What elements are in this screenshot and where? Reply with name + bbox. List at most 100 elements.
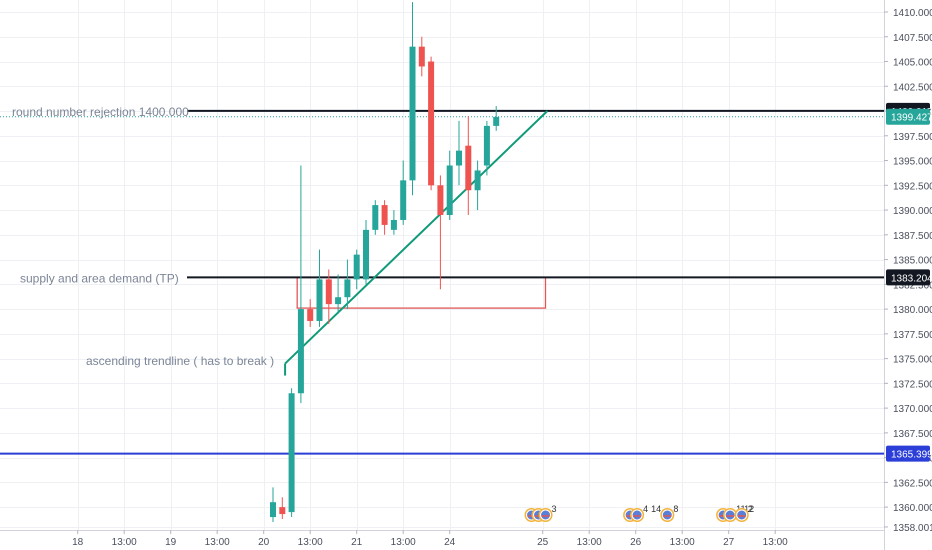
candle-bullish[interactable] xyxy=(297,165,304,404)
time-tick-label: 27 xyxy=(723,537,735,548)
candle-bullish[interactable] xyxy=(493,106,500,131)
event-flag-inner xyxy=(661,509,673,521)
candle-body xyxy=(428,61,435,186)
candle-bullish[interactable] xyxy=(316,249,323,327)
price-tick-label: 1387.500 xyxy=(893,231,932,242)
candle-body xyxy=(353,254,360,280)
price-tick-label: 1410.000 xyxy=(893,8,932,19)
candle-bullish[interactable] xyxy=(483,120,490,176)
trendline-segment[interactable] xyxy=(284,110,549,365)
candle-bullish[interactable] xyxy=(363,219,369,285)
candle-body xyxy=(307,309,314,321)
price-tag-box xyxy=(886,445,930,462)
candle-bullish[interactable] xyxy=(288,388,295,518)
price-tick-label: 1358.001 xyxy=(893,523,932,534)
event-count-2: 12 xyxy=(744,504,754,514)
candle-body xyxy=(456,150,462,166)
candle-bullish[interactable] xyxy=(409,2,416,196)
price-tick-label: 1407.500 xyxy=(893,33,932,44)
time-axis-background xyxy=(0,530,884,550)
event-flag-inner xyxy=(724,509,736,521)
candle-bullish[interactable] xyxy=(446,150,453,220)
time-axis[interactable]: 18 13:00 19 13:00 20 13:00 21 13:00 24 25 13:00 26 1… xyxy=(0,530,884,550)
candle-bullish[interactable] xyxy=(474,160,481,211)
candle-bearish[interactable] xyxy=(418,36,425,77)
candle-bearish[interactable] xyxy=(428,56,435,191)
price-tick-label: 1390.000 xyxy=(893,206,932,217)
time-tick-label: 13:00 xyxy=(391,537,416,548)
candle-bullish[interactable] xyxy=(390,210,397,235)
price-tick-label: 1405.000 xyxy=(893,58,932,69)
price-axis[interactable]: 1410.0001407.5001405.0001402.5001400.000… xyxy=(884,0,932,550)
economic-event-marker[interactable]: 3 xyxy=(524,504,557,522)
price-tick-label: 1362.500 xyxy=(893,478,932,489)
economic-event-marker[interactable]: 8 xyxy=(660,504,678,522)
candle-bullish[interactable] xyxy=(400,160,407,225)
candle-bearish[interactable] xyxy=(437,175,444,290)
candle-body xyxy=(409,46,416,181)
price-tick-label: 1370.000 xyxy=(893,404,932,415)
price-tick-label: 1395.000 xyxy=(893,157,932,168)
economic-events[interactable]: 3 414 8 11122 xyxy=(524,504,755,522)
event-flag-inner xyxy=(736,509,748,521)
time-tick-label: 13:00 xyxy=(670,537,695,548)
candle-bullish[interactable] xyxy=(270,487,276,522)
candle-body xyxy=(483,125,490,166)
candle-bearish[interactable] xyxy=(279,497,286,520)
candle-body xyxy=(344,279,351,298)
candle-body xyxy=(474,170,481,191)
candle-bullish[interactable] xyxy=(353,249,360,290)
economic-event-marker[interactable]: 1112 xyxy=(716,504,754,522)
price-tick-label: 1380.000 xyxy=(893,305,932,316)
time-tick-label: 13:00 xyxy=(205,537,230,548)
annotation-round-number: round number rejection 1400.000 xyxy=(12,105,189,119)
time-tick-label: 26 xyxy=(630,537,642,548)
candle-body xyxy=(279,507,286,515)
price-tag-1383[interactable]: 1383.204 xyxy=(886,269,932,286)
candle-body xyxy=(381,205,388,225)
candle-bearish[interactable] xyxy=(381,200,388,235)
event-count-2: 14 xyxy=(651,504,661,514)
economic-event-marker[interactable]: 4 14 xyxy=(623,504,661,522)
supply-demand-zone xyxy=(296,276,547,309)
candle-bullish[interactable] xyxy=(456,120,462,186)
candle-bullish[interactable] xyxy=(344,259,351,310)
price-tick-label: 1377.500 xyxy=(893,330,932,341)
event-count: 8 xyxy=(673,504,678,514)
candle-bullish[interactable] xyxy=(335,274,342,315)
time-tick-label: 13:00 xyxy=(298,537,323,548)
candle-bullish[interactable] xyxy=(372,200,379,235)
price-tag-1365[interactable]: 1365.399 xyxy=(886,445,932,462)
demand-zone-rectangle[interactable] xyxy=(296,276,547,309)
candle-body xyxy=(390,219,397,230)
economic-event-marker[interactable]: 2 xyxy=(734,504,753,522)
candle-bearish[interactable] xyxy=(307,299,314,327)
candle-body xyxy=(325,279,332,305)
candle-body xyxy=(372,205,379,230)
candle-body xyxy=(493,116,500,126)
candle-bearish[interactable] xyxy=(325,269,332,324)
event-count: 3 xyxy=(552,504,557,514)
price-tick-label: 1360.000 xyxy=(893,503,932,514)
price-tag-label: 1399.427 xyxy=(891,113,932,124)
price-tick-label: 1375.000 xyxy=(893,355,932,366)
annotation-supply-demand: supply and area demand (TP) xyxy=(20,271,179,285)
candle-body xyxy=(465,145,472,191)
price-tag-box xyxy=(886,269,930,286)
candlestick-series xyxy=(270,2,500,522)
candle-body xyxy=(335,297,342,305)
time-tick-label: 24 xyxy=(444,537,456,548)
time-tick-label: 18 xyxy=(72,537,84,548)
price-tag-label: 1383.204 xyxy=(891,273,932,284)
price-tag-current[interactable]: 1399.427 xyxy=(886,108,932,125)
candle-bearish[interactable] xyxy=(465,115,472,216)
event-flag-inner xyxy=(631,509,643,521)
time-tick-label: 13:00 xyxy=(577,537,602,548)
price-tag-label: 1365.399 xyxy=(891,450,932,461)
time-tick-label: 21 xyxy=(351,537,363,548)
horizontal-levels xyxy=(0,109,884,455)
candle-body xyxy=(437,185,444,216)
time-tick-label: 19 xyxy=(165,537,177,548)
price-tick-label: 1385.000 xyxy=(893,256,932,267)
